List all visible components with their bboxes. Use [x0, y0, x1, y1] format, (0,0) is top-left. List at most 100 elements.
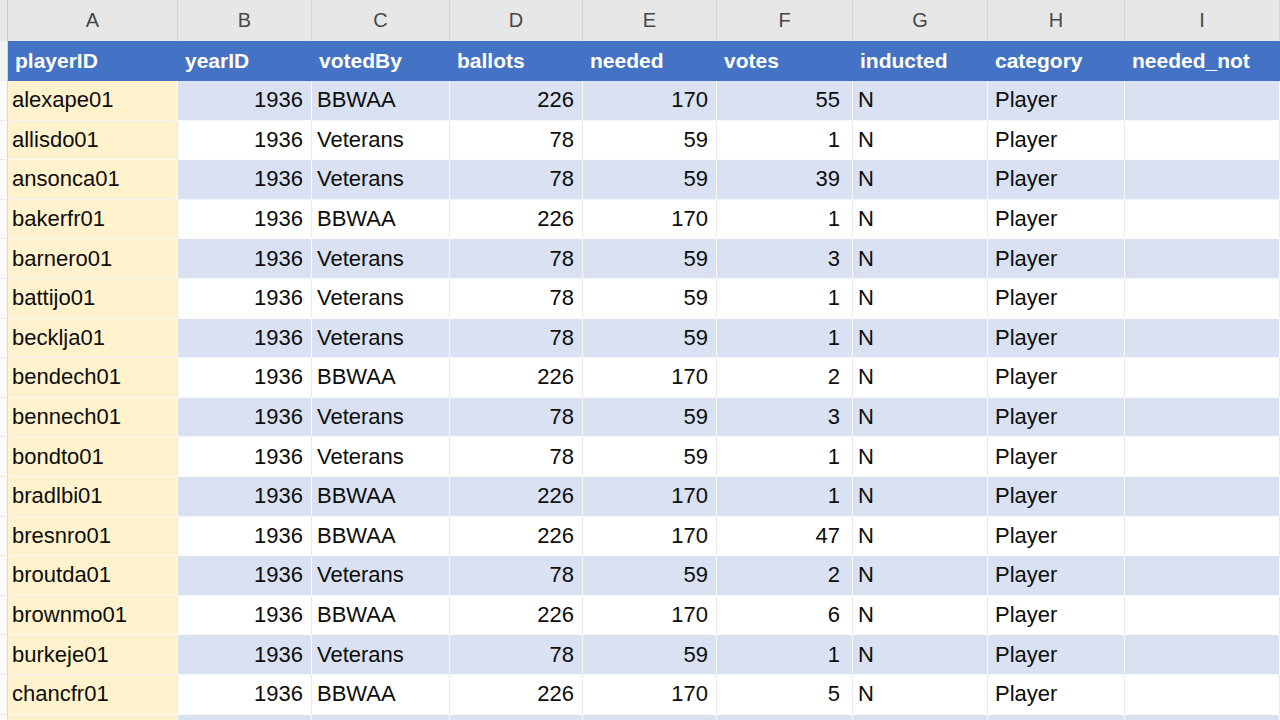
column-letter-cell[interactable]: E	[583, 0, 717, 41]
cell[interactable]: 78	[450, 319, 583, 359]
cell[interactable]: Veterans	[312, 121, 450, 161]
cell[interactable]: 59	[583, 635, 717, 675]
cell[interactable]: 170	[583, 200, 717, 240]
cell[interactable]: Player	[988, 81, 1125, 121]
cell[interactable]: 78	[450, 556, 583, 596]
cell[interactable]: Veterans	[312, 160, 450, 200]
cell[interactable]: 59	[583, 437, 717, 477]
cell[interactable]: 1	[717, 121, 853, 161]
cell[interactable]: 78	[450, 239, 583, 279]
cell[interactable]	[1125, 121, 1280, 161]
cell[interactable]: 1	[717, 200, 853, 240]
header-cell-ballots[interactable]: ballots	[450, 41, 583, 81]
cell[interactable]	[1125, 358, 1280, 398]
cell[interactable]: 1936	[178, 81, 312, 121]
cell[interactable]: 3	[717, 398, 853, 438]
cell[interactable]: 1936	[178, 319, 312, 359]
cell[interactable]: Player	[988, 200, 1125, 240]
cell[interactable]: Player	[988, 358, 1125, 398]
cell[interactable]: 39	[717, 160, 853, 200]
cell[interactable]: 1936	[178, 477, 312, 517]
cell[interactable]	[1125, 715, 1280, 720]
cell[interactable]: N	[853, 279, 988, 319]
cell[interactable]: 1936	[178, 398, 312, 438]
cell[interactable]: Player	[988, 477, 1125, 517]
cell[interactable]: N	[853, 675, 988, 715]
cell[interactable]: becklja01	[8, 319, 178, 359]
cell[interactable]: 59	[583, 398, 717, 438]
cell[interactable]: Player	[988, 160, 1125, 200]
cell[interactable]: bresnro01	[8, 517, 178, 557]
header-cell-votedBy[interactable]: votedBy	[312, 41, 450, 81]
cell[interactable]: allisdo01	[8, 121, 178, 161]
cell[interactable]: 2	[717, 358, 853, 398]
cell[interactable]: 1936	[178, 635, 312, 675]
cell[interactable]: Player	[988, 319, 1125, 359]
cell[interactable]	[717, 715, 853, 720]
header-cell-playerID[interactable]: playerID	[8, 41, 178, 81]
cell[interactable]	[988, 715, 1125, 720]
cell[interactable]	[583, 715, 717, 720]
cell[interactable]: Player	[988, 437, 1125, 477]
column-letter-cell[interactable]: C	[312, 0, 450, 41]
cell[interactable]: 78	[450, 398, 583, 438]
cell[interactable]: 226	[450, 477, 583, 517]
cell[interactable]: broutda01	[8, 556, 178, 596]
cell[interactable]	[312, 715, 450, 720]
cell[interactable]: 5	[717, 675, 853, 715]
header-cell-category[interactable]: category	[988, 41, 1125, 81]
cell[interactable]: Veterans	[312, 279, 450, 319]
cell[interactable]: BBWAA	[312, 358, 450, 398]
cell[interactable]	[1125, 477, 1280, 517]
cell[interactable]: N	[853, 398, 988, 438]
cell[interactable]: 78	[450, 279, 583, 319]
header-cell-needed_not[interactable]: needed_not	[1125, 41, 1280, 81]
cell[interactable]: BBWAA	[312, 477, 450, 517]
cell[interactable]: Veterans	[312, 398, 450, 438]
header-cell-needed[interactable]: needed	[583, 41, 717, 81]
cell[interactable]: 1936	[178, 517, 312, 557]
cell[interactable]: 170	[583, 517, 717, 557]
cell[interactable]: N	[853, 437, 988, 477]
cell[interactable]	[1125, 160, 1280, 200]
cell[interactable]: 55	[717, 81, 853, 121]
cell[interactable]: 2	[717, 556, 853, 596]
column-letter-cell[interactable]: G	[853, 0, 988, 41]
cell[interactable]: N	[853, 160, 988, 200]
cell[interactable]: barnero01	[8, 239, 178, 279]
cell[interactable]: 226	[450, 596, 583, 636]
cell[interactable]: 59	[583, 279, 717, 319]
cell[interactable]: BBWAA	[312, 675, 450, 715]
cell[interactable]: N	[853, 121, 988, 161]
cell[interactable]	[1125, 239, 1280, 279]
cell[interactable]	[1125, 675, 1280, 715]
cell[interactable]	[1125, 279, 1280, 319]
cell[interactable]: bakerfr01	[8, 200, 178, 240]
cell[interactable]: 59	[583, 556, 717, 596]
cell[interactable]	[1125, 81, 1280, 121]
cell[interactable]	[178, 715, 312, 720]
cell[interactable]: N	[853, 358, 988, 398]
cell[interactable]: BBWAA	[312, 200, 450, 240]
cell[interactable]: 59	[583, 121, 717, 161]
cell[interactable]: ansonca01	[8, 160, 178, 200]
cell[interactable]	[1125, 635, 1280, 675]
cell[interactable]: 78	[450, 437, 583, 477]
cell[interactable]: Player	[988, 279, 1125, 319]
column-letter-cell[interactable]: H	[988, 0, 1125, 41]
cell[interactable]: 78	[450, 160, 583, 200]
cell[interactable]: 170	[583, 81, 717, 121]
cell[interactable]: bradlbi01	[8, 477, 178, 517]
cell[interactable]: N	[853, 239, 988, 279]
cell[interactable]: 1936	[178, 121, 312, 161]
cell[interactable]: N	[853, 81, 988, 121]
cell[interactable]	[8, 715, 178, 720]
cell[interactable]: N	[853, 477, 988, 517]
cell[interactable]: N	[853, 596, 988, 636]
cell[interactable]: BBWAA	[312, 81, 450, 121]
cell[interactable]: 1936	[178, 239, 312, 279]
column-letter-cell[interactable]: A	[8, 0, 178, 41]
cell[interactable]: Player	[988, 635, 1125, 675]
cell[interactable]: Player	[988, 556, 1125, 596]
cell[interactable]: 170	[583, 477, 717, 517]
